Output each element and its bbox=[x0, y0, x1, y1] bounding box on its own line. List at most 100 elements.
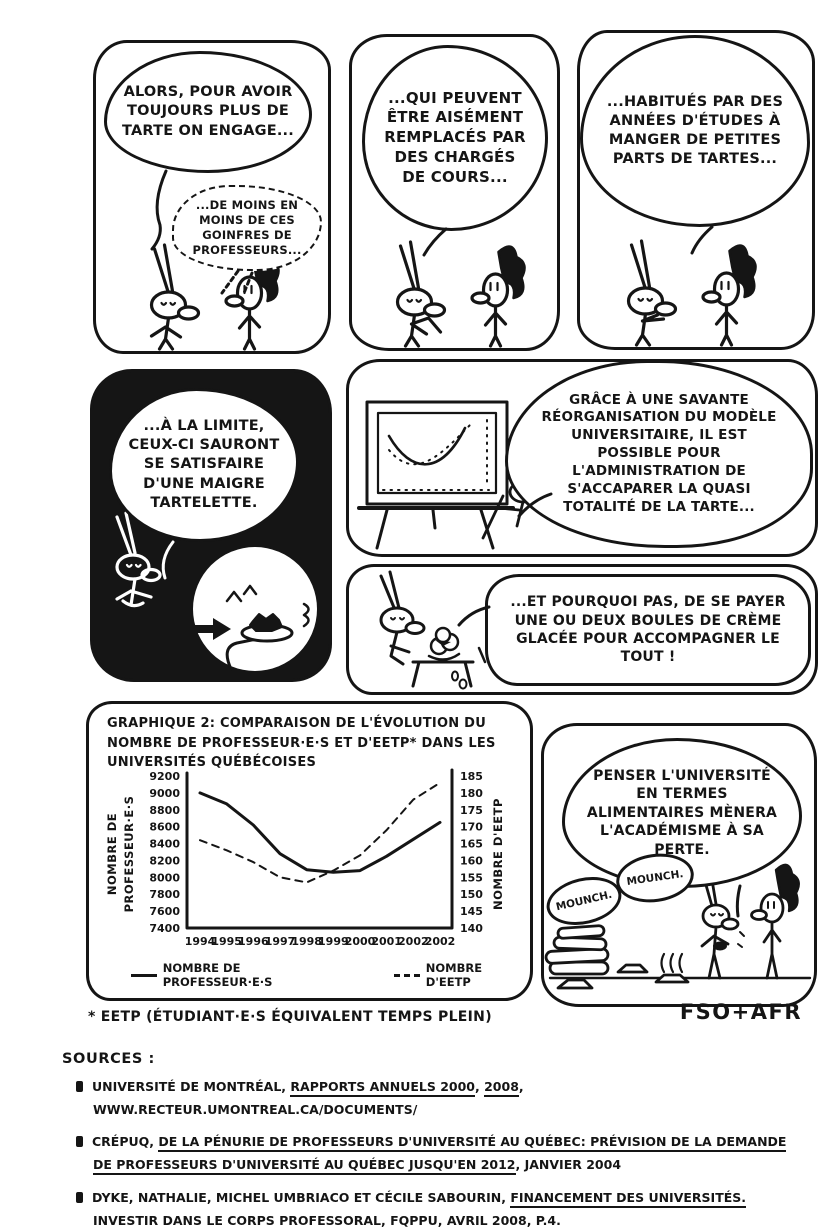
speech-text: ...QUI PEUVENT ÊTRE AISÉMENT REMPLACÉS P… bbox=[384, 88, 526, 186]
panel-8: PENSER L'UNIVERSITÉ EN TERMES ALIMENTAIR… bbox=[541, 723, 817, 1007]
bubble-tail bbox=[735, 884, 742, 918]
right-axis-tick: 170 bbox=[460, 821, 483, 834]
left-axis-tick: 8800 bbox=[149, 804, 180, 817]
left-axis-title: NOMBRE DE bbox=[105, 813, 119, 895]
chart-legend: NOMBRE DE PROFESSEUR·E·S NOMBRE D'EETP bbox=[131, 961, 530, 989]
source-title: INVESTIR DANS LE CORPS PROFESSORAL bbox=[93, 1212, 381, 1227]
speech-text: ...DE MOINS EN MOINS DE CES GOINFRES DE … bbox=[192, 197, 302, 258]
characters-illustration bbox=[626, 239, 757, 347]
right-axis-title: NOMBRE D'EETP bbox=[491, 798, 505, 910]
x-axis-tick: 1998 bbox=[291, 935, 322, 948]
right-axis-tick: 145 bbox=[460, 905, 483, 918]
bubble-tail bbox=[161, 540, 175, 580]
source-item: CRÉPUQ, DE LA PÉNURIE DE PROFESSEURS D'U… bbox=[76, 1130, 802, 1176]
series-line-eetp bbox=[199, 781, 441, 884]
bubble-tail bbox=[517, 492, 553, 518]
x-axis-tick: 2001 bbox=[371, 935, 402, 948]
x-axis-tick: 1995 bbox=[211, 935, 242, 948]
left-axis-tick: 7400 bbox=[149, 922, 180, 935]
legend-label: NOMBRE DE PROFESSEUR·E·S bbox=[162, 961, 273, 989]
bubble-tail bbox=[690, 225, 714, 255]
source-title: DE LA PÉNURIE DE PROFESSEURS D'UNIVERSIT… bbox=[93, 1134, 787, 1176]
panel-6: ...ET POURQUOI PAS, DE SE PAYER UNE OU D… bbox=[346, 564, 818, 695]
bullet-icon bbox=[76, 1136, 83, 1148]
sources-heading: SOURCES : bbox=[62, 1051, 155, 1067]
x-axis-tick: 1996 bbox=[238, 935, 269, 948]
bullet-icon bbox=[76, 1191, 83, 1203]
source-text: , FQPPU, AVRIL 2008, P.4. bbox=[380, 1212, 561, 1227]
mounch-text: MOUNCH. bbox=[554, 888, 614, 914]
right-axis-tick: 150 bbox=[460, 888, 483, 901]
speech-bubble: ...ET POURQUOI PAS, DE SE PAYER UNE OU D… bbox=[485, 574, 811, 686]
arrow-icon bbox=[193, 618, 231, 640]
source-text: , bbox=[475, 1079, 485, 1094]
tartelette-closeup-illustration bbox=[115, 511, 317, 671]
left-axis-title: PROFESSEUR·E·S bbox=[122, 796, 136, 913]
left-axis-tick: 7800 bbox=[149, 888, 180, 901]
legend-item-professeurs: NOMBRE DE PROFESSEUR·E·S bbox=[131, 961, 352, 989]
left-axis-tick: 8400 bbox=[149, 838, 180, 851]
whisper-bubble-tail bbox=[220, 269, 254, 295]
panel-5: GRÂCE À UNE SAVANTE RÉORGANISATION DU MO… bbox=[346, 359, 818, 557]
right-axis-tick: 180 bbox=[460, 787, 483, 800]
graph-svg: 9200 9000 8800 8600 8400 8200 8000 7800 7600 7400… bbox=[105, 768, 505, 948]
bubble-tail bbox=[150, 169, 168, 251]
whisper-bubble: ...DE MOINS EN MOINS DE CES GOINFRES DE … bbox=[172, 185, 322, 271]
source-text: , JANVIER 2004 bbox=[515, 1157, 622, 1173]
source-title: RAPPORTS ANNUELS 2000 bbox=[290, 1079, 475, 1097]
source-text: CRÉPUQ, bbox=[92, 1134, 159, 1150]
spotlight-circle bbox=[193, 547, 317, 671]
series-line-professeurs bbox=[198, 791, 442, 874]
right-axis-tick: 165 bbox=[460, 838, 483, 851]
source-title: 2008 bbox=[484, 1079, 519, 1097]
characters-illustration bbox=[395, 240, 526, 348]
speech-bubble: GRÂCE À UNE SAVANTE RÉORGANISATION DU MO… bbox=[505, 360, 813, 548]
right-axis-tick: 140 bbox=[460, 922, 483, 935]
artist-signature: FSO+AFR bbox=[679, 1000, 802, 1024]
chart-title: GRAPHIQUE 2: COMPARAISON DE L'ÉVOLUTION … bbox=[107, 716, 496, 770]
legend-label: NOMBRE D'EETP bbox=[425, 961, 483, 989]
dashed-line-swatch-icon bbox=[394, 973, 420, 977]
x-axis-tick: 2002 bbox=[398, 935, 429, 948]
panel-chart: GRAPHIQUE 2: COMPARAISON DE L'ÉVOLUTION … bbox=[86, 701, 533, 1001]
x-axis-tick: 1997 bbox=[265, 935, 296, 948]
left-axis-tick: 8000 bbox=[149, 871, 180, 884]
ice-cream-illustration bbox=[379, 570, 492, 690]
speech-bubble: ...À LA LIMITE, CEUX-CI SAURONT SE SATIS… bbox=[109, 388, 299, 542]
easel-chart-illustration bbox=[357, 400, 548, 550]
source-text: UNIVERSITÉ DE MONTRÉAL, bbox=[92, 1079, 291, 1094]
sources-section: SOURCES : UNIVERSITÉ DE MONTRÉAL, RAPPOR… bbox=[62, 1051, 802, 1227]
left-axis-tick: 9000 bbox=[149, 787, 180, 800]
source-text: DYKE, NATHALIE, MICHEL UMBRIACO ET CÉCIL… bbox=[92, 1189, 511, 1205]
bubble-tail bbox=[457, 605, 491, 627]
left-axis-tick: 8200 bbox=[149, 854, 180, 867]
solid-line-swatch-icon bbox=[131, 973, 157, 977]
bullet-icon bbox=[76, 1081, 83, 1092]
eating-scene-illustration bbox=[544, 863, 812, 990]
source-text: , WWW.RECTEUR.UMONTREAL.CA/DOCUMENTS/ bbox=[93, 1079, 524, 1118]
panel-2: ...QUI PEUVENT ÊTRE AISÉMENT REMPLACÉS P… bbox=[349, 34, 560, 351]
x-axis-tick: 2000 bbox=[345, 935, 376, 948]
speech-text: ...À LA LIMITE, CEUX-CI SAURONT SE SATIS… bbox=[128, 418, 280, 511]
left-axis-tick: 8600 bbox=[149, 821, 180, 834]
right-axis-tick: 160 bbox=[460, 854, 483, 867]
speech-text: PENSER L'UNIVERSITÉ EN TERMES ALIMENTAIR… bbox=[586, 767, 778, 858]
speech-bubble: ...QUI PEUVENT ÊTRE AISÉMENT REMPLACÉS P… bbox=[362, 45, 548, 231]
source-item: DYKE, NATHALIE, MICHEL UMBRIACO ET CÉCIL… bbox=[76, 1186, 802, 1227]
source-title: FINANCEMENT DES UNIVERSITÉS. bbox=[510, 1189, 747, 1208]
panel-3: ...HABITUÉS PAR DES ANNÉES D'ÉTUDES À MA… bbox=[577, 30, 815, 350]
bubble-tail bbox=[422, 227, 448, 257]
right-axis-tick: 175 bbox=[460, 804, 483, 817]
left-axis-tick: 7600 bbox=[149, 905, 180, 918]
source-item: UNIVERSITÉ DE MONTRÉAL, RAPPORTS ANNUELS… bbox=[76, 1075, 802, 1121]
speech-bubble: ...HABITUÉS PAR DES ANNÉES D'ÉTUDES À MA… bbox=[580, 35, 810, 227]
panel-1: ALORS, POUR AVOIR TOUJOURS PLUS DE TARTE… bbox=[93, 40, 331, 354]
chart-axes bbox=[185, 768, 454, 930]
mounch-text: MOUNCH. bbox=[625, 868, 685, 888]
speech-text: GRÂCE À UNE SAVANTE RÉORGANISATION DU MO… bbox=[541, 391, 777, 515]
left-axis-tick: 9200 bbox=[149, 770, 180, 783]
chart-footnote: * EETP (ÉTUDIANT·E·S ÉQUIVALENT TEMPS PL… bbox=[88, 1009, 492, 1025]
panel-4: ...À LA LIMITE, CEUX-CI SAURONT SE SATIS… bbox=[90, 369, 332, 682]
x-axis-tick: 2002 bbox=[425, 935, 456, 948]
